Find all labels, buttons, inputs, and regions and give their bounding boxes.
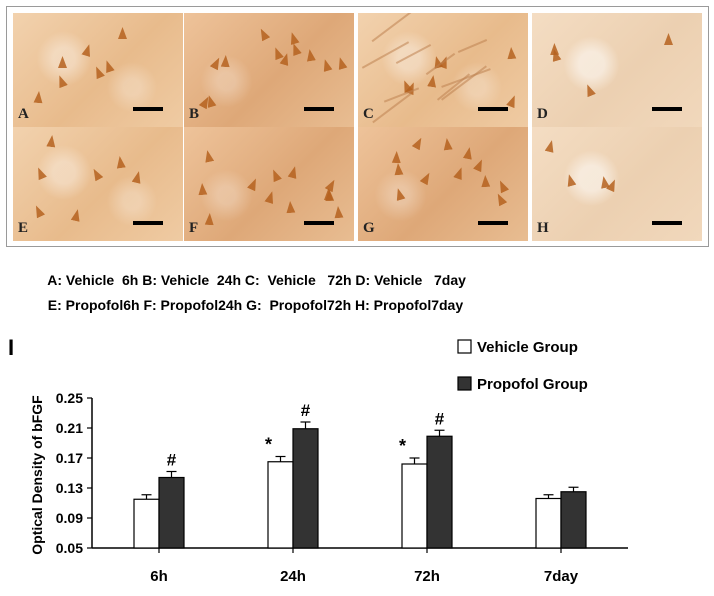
- significance-marker: #: [435, 409, 445, 428]
- stained-cell: [118, 27, 127, 39]
- significance-marker: *: [399, 436, 406, 456]
- bar-propofol-72h: [426, 435, 453, 549]
- bar-propofol-6h: [158, 476, 185, 549]
- panel-letter: E: [18, 220, 29, 236]
- stained-cell: [664, 33, 673, 45]
- scale-bar: [133, 107, 163, 111]
- x-tick-label: 72h: [414, 568, 440, 585]
- y-tick-label: 0.09: [56, 510, 83, 526]
- y-tick-label: 0.21: [56, 420, 83, 436]
- panel-letter: D: [537, 106, 548, 122]
- bar-propofol-7day: [560, 491, 587, 549]
- micrograph-panel-h: H: [532, 127, 702, 241]
- panel-letter: B: [189, 106, 200, 122]
- x-tick-label: 24h: [280, 568, 306, 585]
- caption-a: A: Vehicle 6h: [47, 272, 139, 288]
- y-tick-label: 0.17: [56, 450, 83, 466]
- micrograph-panel-d: D: [532, 13, 702, 127]
- micrograph-panel-f: F: [184, 127, 354, 241]
- caption-e: E: Propofol6h: [47, 297, 140, 313]
- bar-vehicle-24h: [267, 461, 294, 549]
- micrograph-panel-e: E: [13, 127, 183, 241]
- panel-letter: G: [363, 220, 375, 236]
- panel-letter: F: [189, 220, 199, 236]
- bar-vehicle-7day: [535, 497, 562, 549]
- bar-propofol-24h: [292, 428, 319, 549]
- stained-cell: [58, 56, 67, 68]
- significance-marker: #: [301, 401, 311, 420]
- bar-vehicle-72h: [401, 463, 428, 549]
- micrograph-panel-a: A: [13, 13, 183, 127]
- caption-h: H: Propofol7day: [355, 297, 464, 313]
- legend-swatch-vehicle: [457, 339, 472, 354]
- scale-bar: [304, 221, 334, 225]
- panel-caption-row-2: E: Propofol6h F: Propofol24h G: Propofol…: [40, 281, 463, 313]
- y-tick-label: 0.13: [56, 480, 83, 496]
- scale-bar: [478, 107, 508, 111]
- legend-swatch-propofol: [457, 376, 472, 391]
- significance-marker: *: [265, 435, 272, 455]
- micrograph-panel-g: G: [358, 127, 528, 241]
- scale-bar: [133, 221, 163, 225]
- x-tick-label: 7day: [544, 568, 579, 585]
- legend-label-propofol: Propofol Group: [477, 376, 588, 393]
- scale-bar: [304, 107, 334, 111]
- x-tick-label: 6h: [150, 568, 168, 585]
- significance-marker: #: [167, 451, 177, 470]
- y-axis-label: Optical Density of bFGF: [29, 395, 45, 555]
- caption-c: C: Vehicle 72h: [244, 272, 352, 288]
- chart-panel-label: I: [8, 335, 14, 360]
- panel-letter: A: [18, 106, 29, 122]
- caption-g: G: Propofol72h: [246, 297, 352, 313]
- y-tick-label: 0.05: [56, 540, 83, 556]
- caption-d: D: Vehicle 7day: [355, 272, 466, 288]
- scale-bar: [652, 221, 682, 225]
- panel-letter: H: [537, 220, 549, 236]
- micrograph-panel-c: C: [358, 13, 528, 127]
- caption-b: B: Vehicle 24h: [142, 272, 242, 288]
- micrograph-panel-b: B: [184, 13, 354, 127]
- panel-caption-row-1: A: Vehicle 6h B: Vehicle 24h C: Vehicle …: [40, 256, 466, 288]
- micrograph-grid: A B C D E F G H: [6, 6, 709, 247]
- panel-letter: C: [363, 106, 374, 122]
- bar-vehicle-6h: [133, 498, 160, 549]
- scale-bar: [478, 221, 508, 225]
- caption-f: F: Propofol24h: [143, 297, 243, 313]
- scale-bar: [652, 107, 682, 111]
- legend-label-vehicle: Vehicle Group: [477, 339, 578, 356]
- y-tick-label: 0.25: [56, 390, 83, 406]
